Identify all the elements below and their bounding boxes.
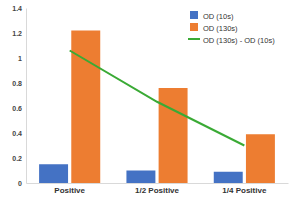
y-tick-label: 0.2 (12, 155, 22, 162)
legend-item: OD (10s) (190, 11, 234, 21)
bar (126, 171, 155, 184)
y-tick: 0.4 (12, 130, 26, 137)
y-tick-label: 1 (18, 55, 22, 62)
x-tick: 1/2 Positive (135, 183, 180, 195)
y-axis: 0 0.2 0.4 0.6 0.8 1 1.2 1.4 (12, 5, 26, 187)
line (70, 51, 245, 146)
bar (214, 172, 243, 183)
legend-swatch (188, 38, 200, 40)
legend-item: OD (130s) (190, 23, 238, 33)
x-tick-label: 1/4 Positive (222, 186, 267, 195)
x-tick: Positive (54, 183, 85, 195)
legend: OD (10s) OD (130s) OD (130s) - OD (10s) (188, 11, 275, 45)
y-tick-label: 0.8 (12, 80, 22, 87)
legend-swatch (190, 11, 198, 19)
x-axis: Positive 1/2 Positive 1/4 Positive (27, 183, 289, 195)
legend-label: OD (130s) - OD (10s) (203, 36, 275, 45)
legend-label: OD (130s) (203, 24, 238, 33)
plot (39, 31, 275, 184)
x-tick-label: Positive (54, 186, 85, 195)
bar (39, 164, 68, 183)
y-axis-line (26, 9, 27, 184)
y-tick-label: 0.4 (12, 130, 22, 137)
x-tick: 1/4 Positive (222, 183, 267, 195)
y-tick-label: 1.2 (12, 30, 22, 37)
y-tick: 0.2 (12, 155, 26, 162)
y-tick: 0.8 (12, 80, 26, 87)
y-tick: 1.2 (12, 30, 26, 37)
y-tick-label: 0 (18, 180, 22, 187)
y-tick: 0.6 (12, 105, 26, 112)
legend-label: OD (10s) (203, 12, 234, 21)
bar-series (71, 31, 275, 184)
bar (246, 134, 275, 183)
y-tick: 0 (18, 180, 26, 187)
x-tick-label: 1/2 Positive (135, 186, 180, 195)
y-tick-label: 0.6 (12, 105, 22, 112)
legend-item: OD (130s) - OD (10s) (188, 36, 275, 45)
bar-series (39, 164, 243, 183)
legend-swatch (190, 23, 198, 31)
y-tick: 1.4 (12, 5, 26, 12)
y-tick: 1 (18, 55, 26, 62)
y-tick-label: 1.4 (12, 5, 22, 12)
chart: 0 0.2 0.4 0.6 0.8 1 1.2 1.4 Positive 1/2 Positive… (0, 0, 294, 200)
bar (159, 88, 188, 183)
x-axis-line (27, 183, 289, 184)
